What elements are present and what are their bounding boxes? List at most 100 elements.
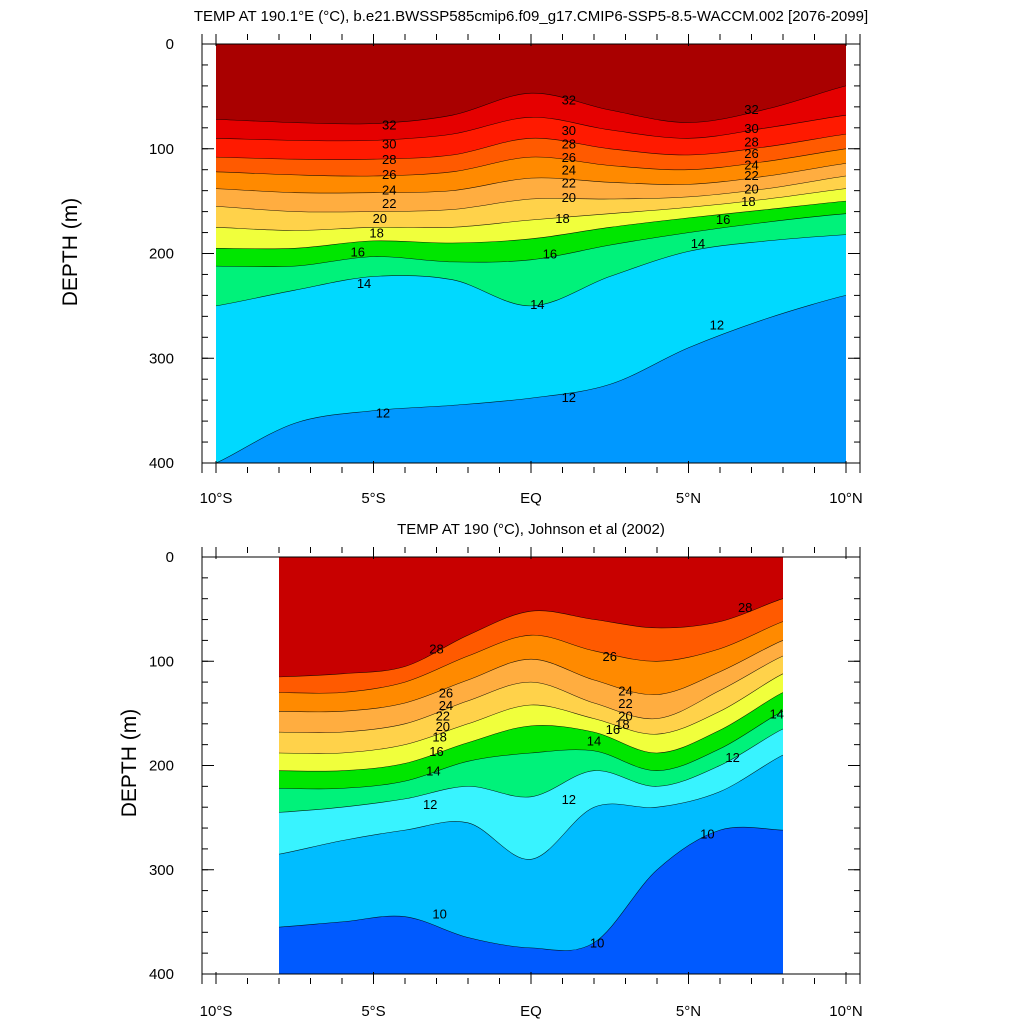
contour-label: 16 [606, 722, 620, 737]
contour-label: 12 [423, 797, 437, 812]
contour-label: 28 [744, 134, 758, 149]
y-axis-label: DEPTH (m) [118, 709, 141, 818]
panel-observations: TEMP AT 190 (°C), Johnson et al (2002) D… [118, 521, 863, 1020]
contour-label: 26 [439, 686, 453, 701]
contour-fills [216, 44, 846, 463]
contour-label: 28 [562, 137, 576, 152]
y-tick-label: 300 [149, 862, 174, 879]
y-tick-label: 0 [166, 36, 174, 53]
contour-label: 14 [426, 764, 440, 779]
contour-label: 18 [615, 717, 629, 732]
y-tick-label: 100 [149, 653, 174, 670]
isotherm-18 [216, 200, 846, 250]
isotherm-12 [216, 295, 846, 463]
y-tick-label: 0 [166, 549, 174, 566]
x-tick-label: 10°N [829, 1003, 863, 1020]
contour-label: 18 [741, 194, 755, 209]
contour-label: 26 [382, 167, 396, 182]
y-axis-label: DEPTH (m) [59, 198, 82, 307]
contour-label: 20 [744, 182, 758, 197]
y-tick-label: 200 [149, 758, 174, 775]
contour-label: 20 [618, 708, 632, 723]
contour-label: 24 [439, 698, 453, 713]
isotherm-22 [216, 175, 846, 213]
chart-title: TEMP AT 190.1°E (°C), b.e21.BWSSP585cmip… [194, 8, 868, 25]
isotherm-10 [279, 826, 783, 951]
contour-label: 32 [382, 118, 396, 133]
contour-label: 24 [382, 183, 396, 198]
contour-label: 30 [382, 137, 396, 152]
contour-label: 30 [562, 123, 576, 138]
contour-label: 24 [618, 683, 632, 698]
contour-label: 32 [744, 102, 758, 117]
contour-label: 18 [555, 211, 569, 226]
axes: 0 100 200 300 400 10°S 5°S EQ 5°N 10°N [149, 547, 863, 1020]
contour-label: 22 [744, 168, 758, 183]
contour-label: 14 [530, 297, 544, 312]
isotherm-28 [279, 598, 783, 678]
contour-label: 16 [429, 744, 443, 759]
contour-label: 26 [603, 649, 617, 664]
contour-lines [279, 598, 783, 951]
contour-label: 24 [562, 163, 576, 178]
contour-band-below-12 [216, 295, 846, 463]
contour-label: 20 [562, 190, 576, 205]
contour-label: 14 [691, 236, 705, 251]
contour-label: 28 [738, 600, 752, 615]
isotherm-14 [216, 234, 846, 307]
isotherm-26 [216, 148, 846, 177]
x-tick-label: 5°N [676, 1003, 701, 1020]
contour-label: 12 [562, 390, 576, 405]
y-tick-label: 300 [149, 350, 174, 367]
contour-label: 14 [587, 733, 601, 748]
contour-label: 12 [725, 750, 739, 765]
contour-lines [216, 85, 846, 463]
contour-label: 16 [351, 244, 365, 259]
chart-title: TEMP AT 190 (°C), Johnson et al (2002) [397, 521, 665, 538]
contour-label: 22 [382, 196, 396, 211]
x-tick-label: 10°S [200, 1003, 233, 1020]
contour-label: 32 [562, 93, 576, 108]
contour-fills [279, 557, 783, 974]
isotherm-20 [279, 673, 783, 754]
contour-label: 10 [700, 826, 714, 841]
panel-model: TEMP AT 190.1°E (°C), b.e21.BWSSP585cmip… [59, 8, 868, 507]
y-tick-label: 400 [149, 455, 174, 472]
contour-label: 26 [562, 150, 576, 165]
contour-label: 16 [716, 212, 730, 227]
contour-label: 20 [373, 211, 387, 226]
contour-label: 24 [744, 157, 758, 172]
contour-label: 22 [562, 175, 576, 190]
x-tick-label: 10°N [829, 490, 863, 507]
contour-label: 18 [369, 226, 383, 241]
contour-label: 10 [432, 907, 446, 922]
isotherm-12 [279, 754, 783, 860]
contour-band-below-10 [279, 827, 783, 974]
isotherm-24 [216, 163, 846, 194]
isotherm-18 [279, 692, 783, 772]
x-tick-label: 5°S [361, 490, 385, 507]
x-tick-label: 10°S [200, 490, 233, 507]
isotherm-28 [216, 133, 846, 160]
contour-label: 28 [429, 642, 443, 657]
x-tick-label: 5°N [676, 490, 701, 507]
contour-label: 10 [590, 936, 604, 951]
contour-label: 12 [562, 792, 576, 807]
contour-label: 12 [376, 406, 390, 421]
x-tick-label: EQ [520, 490, 542, 507]
contour-label: 14 [769, 706, 783, 721]
isotherm-20 [216, 188, 846, 231]
contour-label: 16 [543, 247, 557, 262]
y-tick-label: 400 [149, 966, 174, 983]
y-tick-label: 100 [149, 141, 174, 158]
isotherm-22 [279, 655, 783, 733]
contour-label: 14 [357, 276, 371, 291]
isotherm-16 [216, 213, 846, 268]
contour-label: 26 [744, 146, 758, 161]
y-tick-label: 200 [149, 246, 174, 263]
